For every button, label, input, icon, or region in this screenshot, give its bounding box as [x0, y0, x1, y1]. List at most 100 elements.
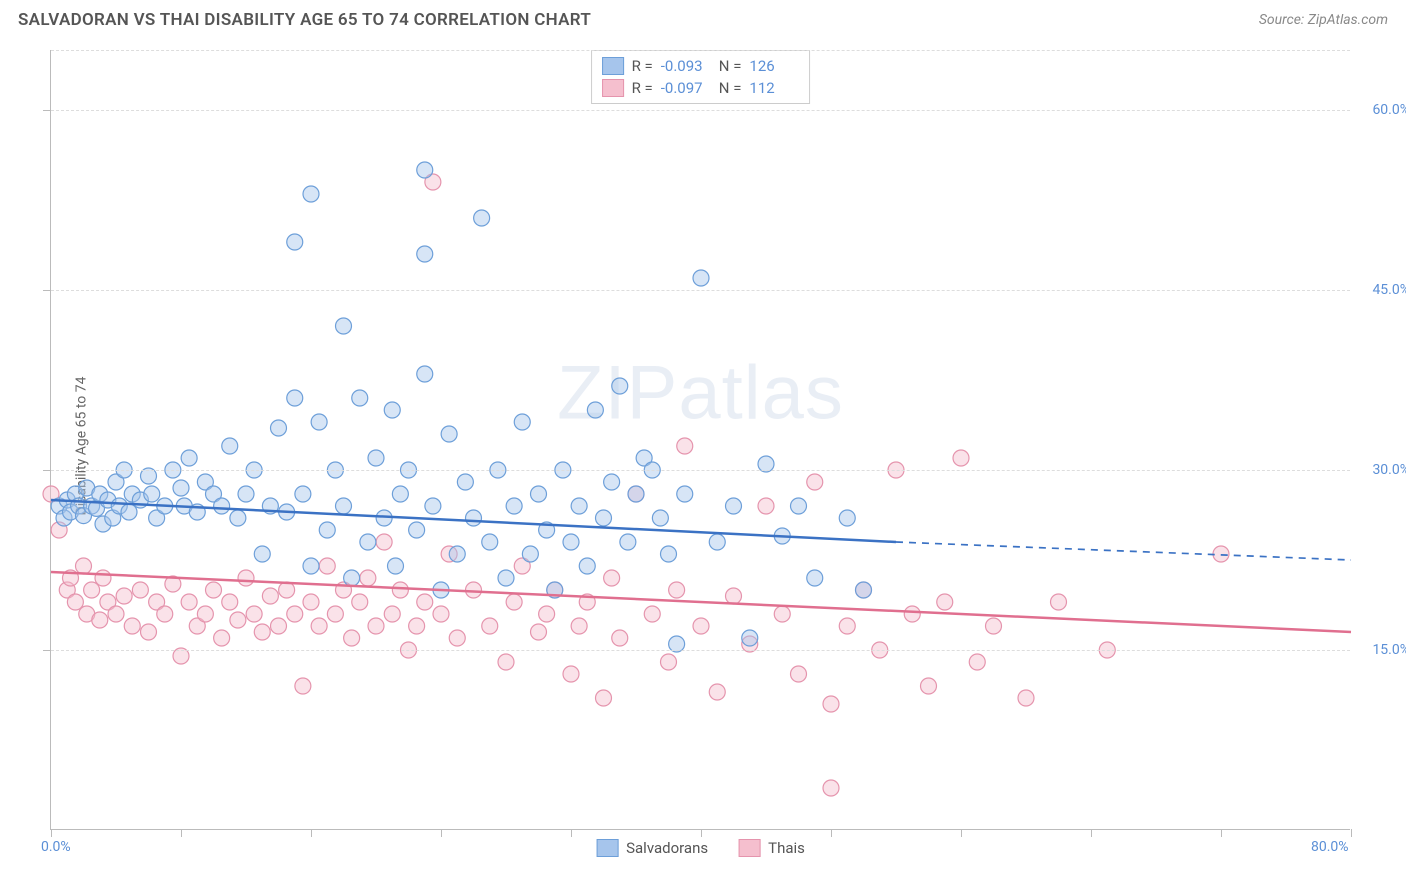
scatter-point	[579, 558, 595, 574]
scatter-point	[514, 414, 530, 430]
scatter-point	[206, 582, 222, 598]
scatter-point	[303, 186, 319, 202]
scatter-point	[344, 630, 360, 646]
scatter-point	[360, 570, 376, 586]
scatter-point	[474, 210, 490, 226]
legend-swatch-thais	[738, 839, 760, 857]
scatter-point	[246, 606, 262, 622]
scatter-point	[644, 606, 660, 622]
scatter-point	[969, 654, 985, 670]
scatter-point	[652, 510, 668, 526]
scatter-point	[539, 606, 555, 622]
scatter-point	[84, 582, 100, 598]
scatter-point	[482, 618, 498, 634]
scatter-point	[774, 606, 790, 622]
legend-label-salvadorans: Salvadorans	[626, 839, 708, 857]
scatter-point	[417, 246, 433, 262]
scatter-point	[336, 498, 352, 514]
scatter-point	[392, 582, 408, 598]
scatter-point	[612, 378, 628, 394]
scatter-point	[449, 546, 465, 562]
scatter-point	[368, 450, 384, 466]
scatter-point	[384, 402, 400, 418]
trend-line-dashed	[896, 542, 1351, 560]
scatter-point	[807, 474, 823, 490]
scatter-point	[1051, 594, 1067, 610]
scatter-point	[571, 498, 587, 514]
scatter-point	[839, 510, 855, 526]
chart-area: ZIPatlas R = -0.093 N = 126 R = -0.097 N…	[50, 50, 1350, 830]
scatter-point	[661, 546, 677, 562]
scatter-point	[856, 582, 872, 598]
scatter-point	[661, 654, 677, 670]
scatter-point	[522, 546, 538, 562]
scatter-point	[807, 570, 823, 586]
legend-label-thais: Thais	[768, 839, 805, 857]
scatter-point	[823, 696, 839, 712]
scatter-point	[628, 486, 644, 502]
scatter-point	[181, 594, 197, 610]
x-tick-label: 0.0%	[41, 839, 71, 855]
scatter-point	[336, 318, 352, 334]
scatter-point	[352, 390, 368, 406]
scatter-point	[726, 498, 742, 514]
scatter-point	[230, 510, 246, 526]
scatter-point	[124, 618, 140, 634]
scatter-point	[392, 486, 408, 502]
y-tick-label: 30.0%	[1372, 462, 1406, 478]
scatter-point	[132, 582, 148, 598]
scatter-point	[921, 678, 937, 694]
scatter-point	[368, 618, 384, 634]
scatter-point	[441, 426, 457, 442]
scatter-point	[95, 570, 111, 586]
scatter-point	[839, 618, 855, 634]
scatter-point	[108, 606, 124, 622]
source-label: Source: ZipAtlas.com	[1259, 12, 1388, 28]
scatter-point	[238, 486, 254, 502]
scatter-point	[726, 588, 742, 604]
scatter-point	[417, 162, 433, 178]
scatter-point	[121, 504, 137, 520]
scatter-point	[457, 474, 473, 490]
scatter-point	[937, 594, 953, 610]
scatter-point	[677, 438, 693, 454]
scatter-point	[482, 534, 498, 550]
scatter-point	[287, 390, 303, 406]
x-tick-label: 80.0%	[1311, 839, 1349, 855]
scatter-point	[986, 618, 1002, 634]
legend-item-salvadorans: Salvadorans	[596, 839, 708, 857]
scatter-point	[254, 546, 270, 562]
scatter-point	[230, 612, 246, 628]
scatter-point	[67, 594, 83, 610]
scatter-point	[709, 684, 725, 700]
scatter-point	[409, 618, 425, 634]
scatter-point	[466, 510, 482, 526]
scatter-point	[823, 780, 839, 796]
scatter-point	[92, 612, 108, 628]
scatter-point	[563, 666, 579, 682]
scatter-point	[157, 606, 173, 622]
scatter-point	[295, 486, 311, 502]
scatter-point	[620, 534, 636, 550]
scatter-point	[222, 594, 238, 610]
scatter-point	[425, 498, 441, 514]
scatter-point	[173, 480, 189, 496]
legend-swatch-salvadorans	[596, 839, 618, 857]
scatter-point	[604, 570, 620, 586]
y-tick-label: 60.0%	[1372, 102, 1406, 118]
scatter-point	[344, 570, 360, 586]
scatter-point	[417, 366, 433, 382]
scatter-point	[1018, 690, 1034, 706]
scatter-point	[904, 606, 920, 622]
scatter-point	[116, 588, 132, 604]
scatter-point	[295, 678, 311, 694]
scatter-point	[1213, 546, 1229, 562]
scatter-point	[214, 630, 230, 646]
scatter-point	[271, 420, 287, 436]
scatter-point	[433, 606, 449, 622]
scatter-point	[953, 450, 969, 466]
scatter-point	[596, 690, 612, 706]
scatter-point	[279, 582, 295, 598]
scatter-point	[571, 618, 587, 634]
scatter-point	[531, 486, 547, 502]
